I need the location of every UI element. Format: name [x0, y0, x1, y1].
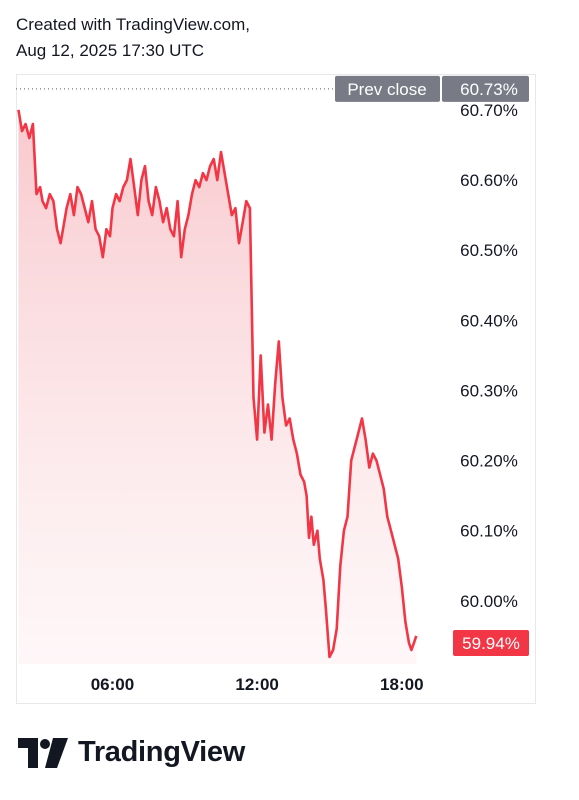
prev-close-badge: [335, 75, 440, 102]
tradingview-brand[interactable]: TradingView: [18, 736, 245, 769]
y-tick-label: 60.20%: [460, 452, 518, 471]
y-tick-label: 60.50%: [460, 241, 518, 260]
price-series-line: [17, 109, 418, 659]
price-area-fill: [18, 109, 417, 664]
y-tick-label: 60.10%: [460, 522, 518, 541]
chart-frame: [16, 74, 536, 704]
tradingview-logo-icon: [18, 737, 68, 768]
x-tick-label: 18:00: [380, 675, 423, 694]
y-tick-label: 60.40%: [460, 311, 518, 330]
prev-close-value: 60.73%: [460, 80, 518, 99]
y-tick-label: 60.00%: [460, 592, 518, 611]
last-price-badge: [453, 629, 529, 656]
brand-name: TradingView: [78, 736, 245, 768]
x-tick-label: 06:00: [91, 675, 134, 694]
prev-close-value-badge: [442, 75, 529, 102]
snapshot-timestamp: Aug 12, 2025 17:30 UTC: [16, 41, 205, 60]
last-price-value: 59.94%: [462, 634, 520, 653]
y-tick-label: 60.30%: [460, 381, 518, 400]
prev-close-label: Prev close: [347, 80, 426, 99]
y-tick-label: 60.70%: [460, 101, 518, 120]
x-tick-label: 12:00: [235, 675, 278, 694]
y-tick-label: 60.60%: [460, 171, 518, 190]
created-with-text: Created with TradingView.com,: [16, 15, 251, 34]
chart-header: Created with TradingView.com, Aug 12, 20…: [16, 12, 250, 64]
